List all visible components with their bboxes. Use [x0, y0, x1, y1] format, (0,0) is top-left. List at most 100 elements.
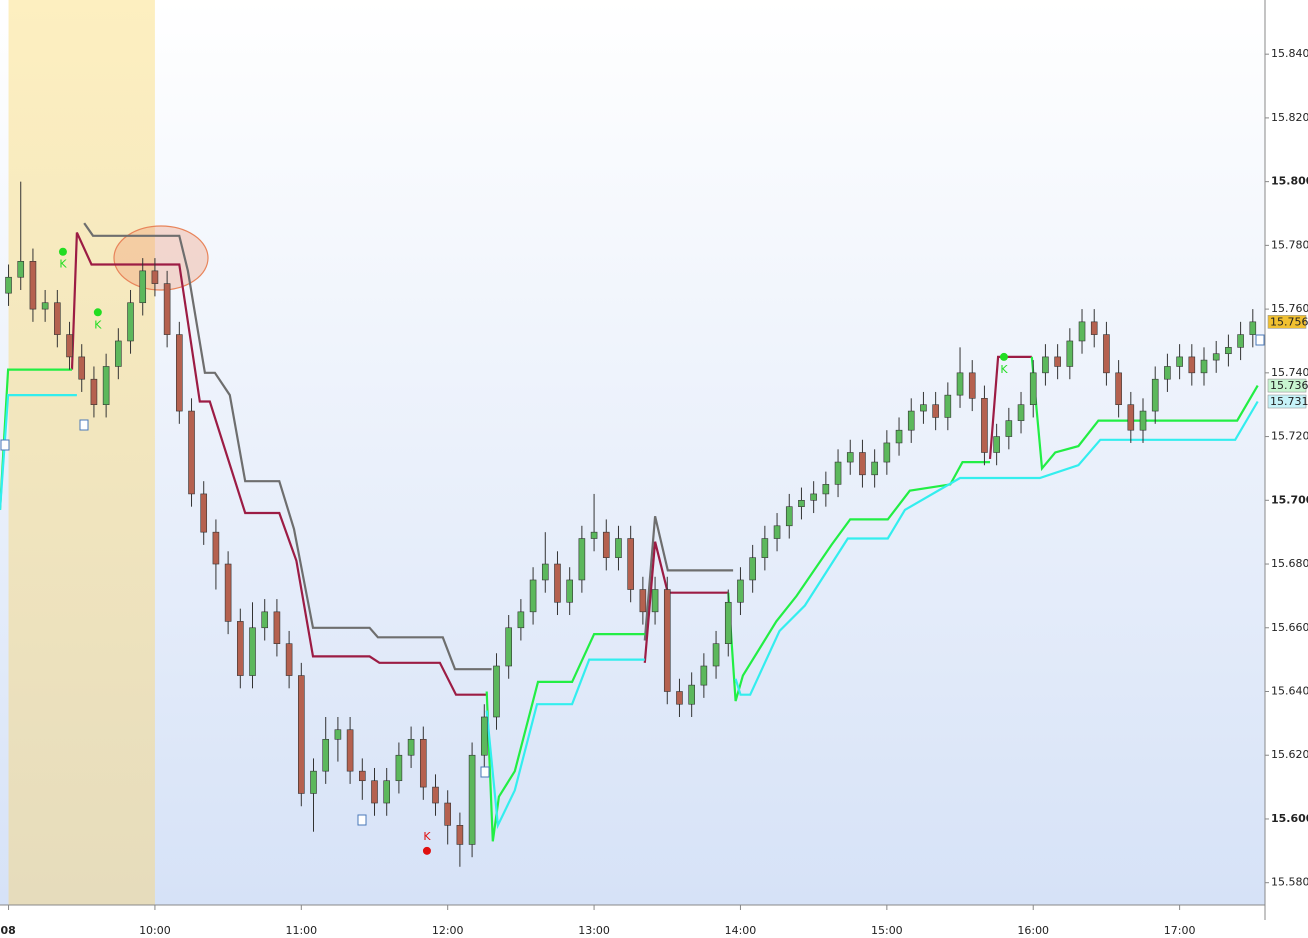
plot-area: K K K K	[0, 0, 1265, 905]
y-tick-label: 15.820	[1271, 111, 1308, 124]
candle-body	[517, 611, 525, 629]
candle-body	[724, 601, 732, 644]
candle-body	[944, 394, 952, 418]
candle-body	[1164, 366, 1171, 380]
note-icon	[0, 439, 10, 451]
candle-body	[676, 691, 683, 705]
note-icon	[357, 814, 367, 826]
candle-body	[5, 276, 12, 294]
candle-body	[224, 563, 232, 622]
candle-body	[1176, 356, 1183, 367]
candle-body	[334, 729, 342, 740]
candle-body	[700, 665, 708, 686]
signal-label: K	[1000, 363, 1008, 376]
candle-body	[602, 531, 610, 558]
candle-body	[859, 452, 866, 476]
candle-body	[407, 738, 415, 756]
candle-body	[1188, 356, 1196, 374]
annotation-ellipse	[113, 225, 209, 291]
candle-body	[639, 589, 647, 613]
candle-body	[968, 372, 976, 399]
price-badge-label: 15.736	[1270, 379, 1308, 392]
candle-body	[310, 770, 317, 794]
candle-body	[1237, 334, 1244, 348]
y-tick-label: 15.700	[1271, 493, 1308, 506]
candle-body	[663, 589, 671, 692]
candle-body	[188, 410, 195, 495]
candle-body	[578, 538, 586, 581]
y-tick-label: 15.720	[1271, 430, 1308, 443]
candle-body	[554, 563, 561, 603]
candle-body	[200, 493, 208, 533]
candle-body	[127, 302, 134, 342]
y-tick-label: 15.620	[1271, 748, 1308, 761]
candle-body	[981, 398, 988, 453]
candle-body	[761, 538, 769, 558]
candle-body	[785, 506, 793, 527]
signal-label: K	[59, 258, 67, 271]
note-icon	[79, 419, 89, 431]
price-badge-label: 15.756	[1270, 315, 1308, 328]
candle-body	[895, 429, 903, 444]
y-tick-label: 15.740	[1271, 366, 1308, 379]
candle-body	[822, 484, 830, 495]
y-tick-label: 15.760	[1271, 302, 1308, 315]
candle-body	[237, 621, 244, 676]
candle-body	[883, 442, 891, 463]
y-tick-label: 15.660	[1271, 621, 1308, 634]
candle-body	[90, 378, 98, 406]
candle-body	[907, 410, 915, 431]
x-tick-label: 12:00	[432, 924, 464, 937]
y-tick-label: 15.780	[1271, 238, 1308, 251]
x-tick-label: 16:00	[1017, 924, 1049, 937]
candle-body	[285, 643, 293, 676]
candle-body	[1029, 372, 1037, 406]
candle-body	[249, 627, 256, 676]
candle-body	[846, 452, 854, 463]
candle-body	[566, 579, 573, 603]
candle-body	[1127, 404, 1135, 431]
candle-body	[1017, 404, 1025, 421]
candle-body	[1225, 347, 1232, 355]
candle-body	[1054, 356, 1061, 367]
candle-body	[541, 563, 549, 581]
y-tick-label: 15.680	[1271, 557, 1308, 570]
x-tick-label: 11:00	[285, 924, 317, 937]
candle-body	[1200, 359, 1208, 374]
candle-body	[1151, 378, 1159, 412]
signal-marker	[422, 846, 431, 855]
candle-body	[1139, 410, 1147, 431]
candle-body	[737, 579, 744, 603]
candle-body	[468, 754, 476, 845]
candle-body	[590, 531, 598, 539]
y-tick-label: 15.800	[1271, 175, 1308, 188]
axes: 15.580 15.600 15.620 15.640 15.660 15.680 15.7…	[1, 47, 1308, 937]
candle-body	[456, 825, 464, 845]
x-tick-label: 10:00	[139, 924, 171, 937]
candle-body	[651, 589, 659, 613]
candle-body	[151, 270, 159, 284]
candle-body	[1249, 321, 1257, 335]
x-tick-label: 15:00	[871, 924, 903, 937]
candle-body	[1078, 321, 1086, 342]
signal-label: K	[423, 830, 431, 843]
candle-body	[371, 780, 378, 804]
candle-body	[773, 525, 781, 539]
signal-marker	[999, 352, 1008, 361]
candle-body	[749, 557, 756, 581]
candle-body	[529, 579, 537, 613]
candle-body	[444, 802, 451, 826]
candle-body	[627, 538, 634, 590]
candle-body	[1090, 321, 1098, 335]
candle-body	[176, 334, 183, 412]
candle-body	[163, 283, 171, 335]
candle-body	[273, 611, 281, 644]
candle-body	[383, 780, 390, 804]
overlay-line	[83, 222, 734, 671]
x-tick-label: 14:00	[725, 924, 757, 937]
candle-body	[834, 461, 842, 485]
candle-body	[78, 356, 86, 380]
candle-body	[956, 372, 964, 396]
x-tick-label: 17:00	[1164, 924, 1196, 937]
candle-body	[615, 538, 622, 558]
